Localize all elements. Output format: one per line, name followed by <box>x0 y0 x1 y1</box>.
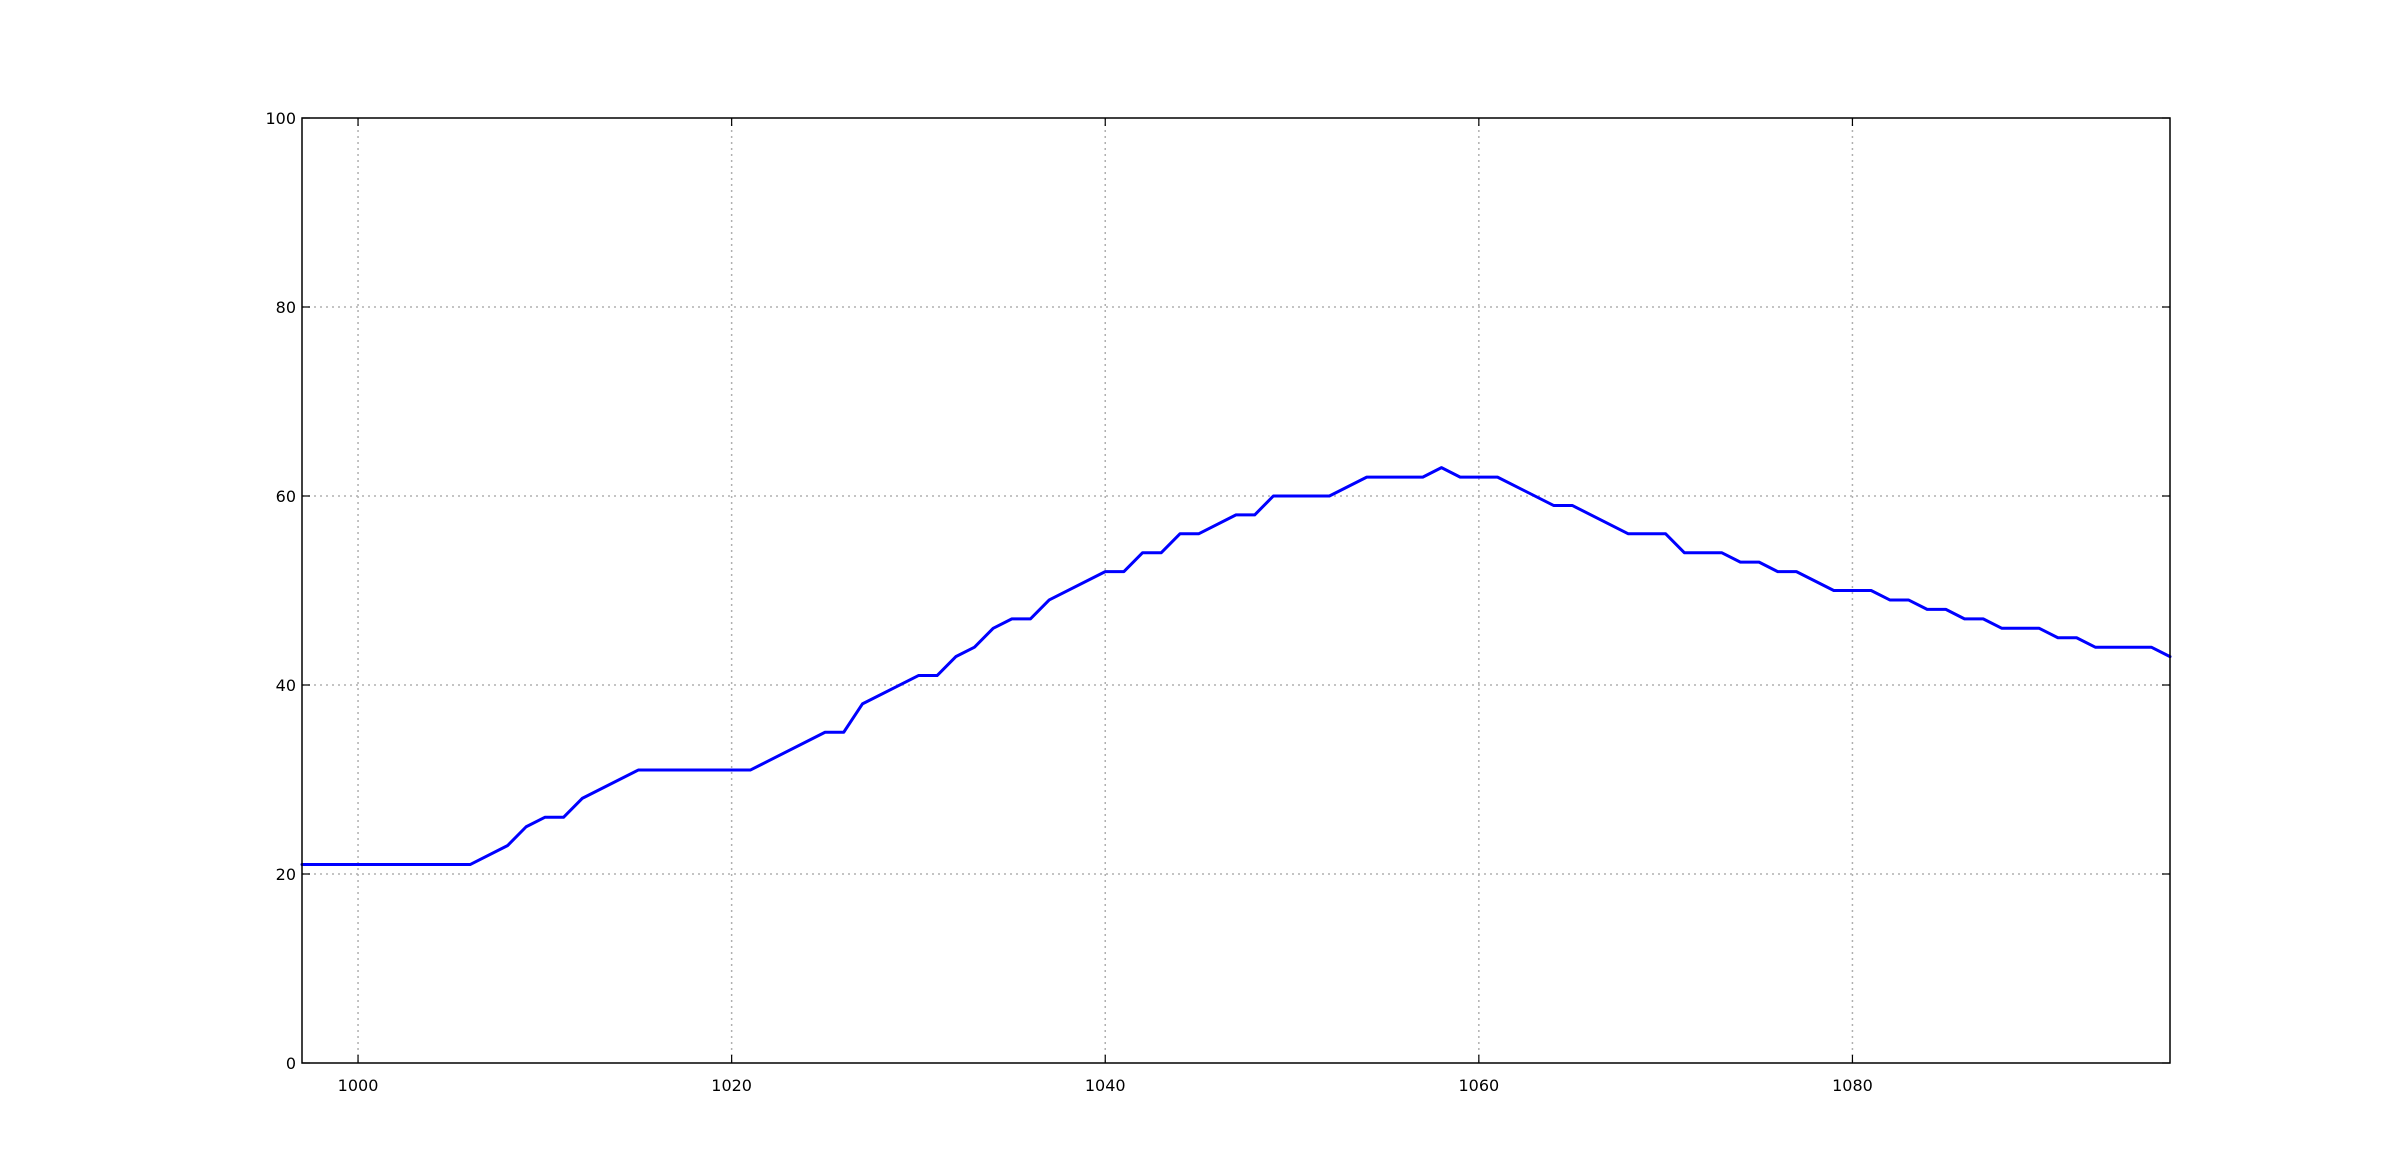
y-tick-label: 100 <box>265 109 296 128</box>
x-tick-label: 1040 <box>1085 1076 1126 1095</box>
grid-layer <box>302 118 2170 1063</box>
y-tick-label: 80 <box>276 298 296 317</box>
tick-layer: 1000 1020 1040 1060 1080 0 20 40 60 80 100 <box>265 109 2170 1095</box>
x-tick-label: 1060 <box>1458 1076 1499 1095</box>
x-tick-label: 1080 <box>1832 1076 1873 1095</box>
series-line <box>300 466 2172 867</box>
y-tick-label: 40 <box>276 676 296 695</box>
series-layer <box>300 466 2172 867</box>
y-tick-label: 60 <box>276 487 296 506</box>
x-tick-label: 1000 <box>338 1076 379 1095</box>
y-tick-label: 0 <box>286 1054 296 1073</box>
plot-area-frame <box>301 117 2171 1064</box>
y-tick-label: 20 <box>276 865 296 884</box>
x-tick-label: 1020 <box>711 1076 752 1095</box>
